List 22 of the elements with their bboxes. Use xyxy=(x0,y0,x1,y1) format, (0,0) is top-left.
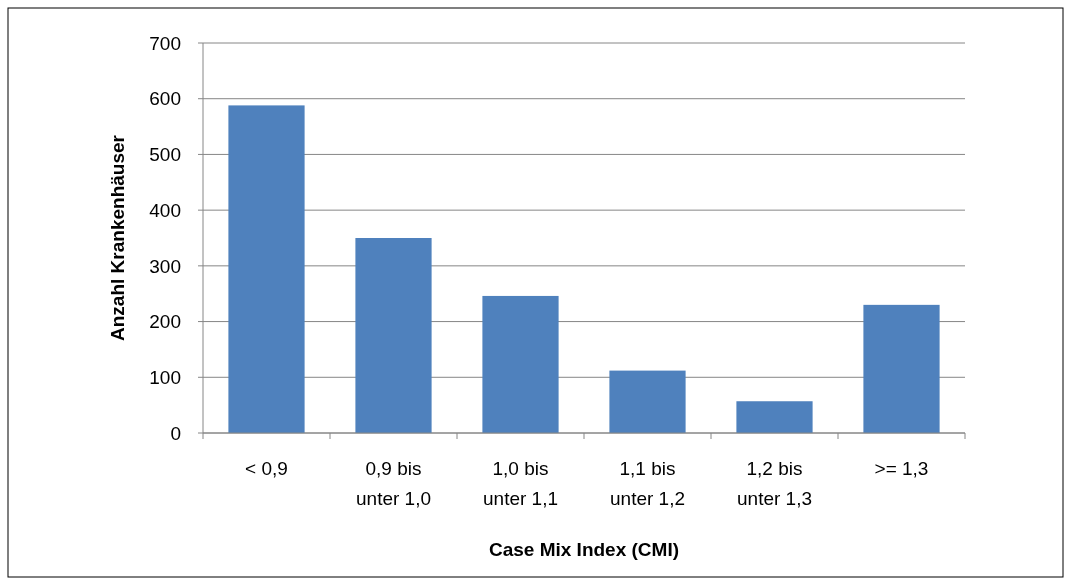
bar xyxy=(355,238,432,433)
x-tick-label: 0,9 bis unter 1,0 xyxy=(356,458,431,509)
y-tick-label: 100 xyxy=(149,366,181,388)
x-tick-label: 1,0 bis unter 1,1 xyxy=(483,458,558,509)
y-axis-title: Anzahl Krankenhäuser xyxy=(107,134,128,341)
bar xyxy=(736,401,813,433)
bar xyxy=(863,304,940,433)
y-tick-label: 700 xyxy=(149,32,181,54)
x-tick-label: >= 1,3 xyxy=(874,458,929,479)
x-tick-label: 1,1 bis unter 1,2 xyxy=(610,458,685,509)
x-axis-title: Case Mix Index (CMI) xyxy=(488,539,680,560)
bar xyxy=(228,105,305,433)
x-tick-label: < 0,9 xyxy=(245,458,288,479)
bar xyxy=(482,295,559,433)
y-tick-label: 200 xyxy=(149,311,181,333)
y-tick-label: 500 xyxy=(149,144,181,166)
y-tick-label: 600 xyxy=(149,88,181,110)
y-tick-label: 400 xyxy=(149,199,181,221)
bar xyxy=(609,370,686,433)
y-tick-label: 0 xyxy=(170,422,181,444)
x-tick-label: 1,2 bis unter 1,3 xyxy=(737,458,812,509)
y-tick-label: 300 xyxy=(149,255,181,277)
